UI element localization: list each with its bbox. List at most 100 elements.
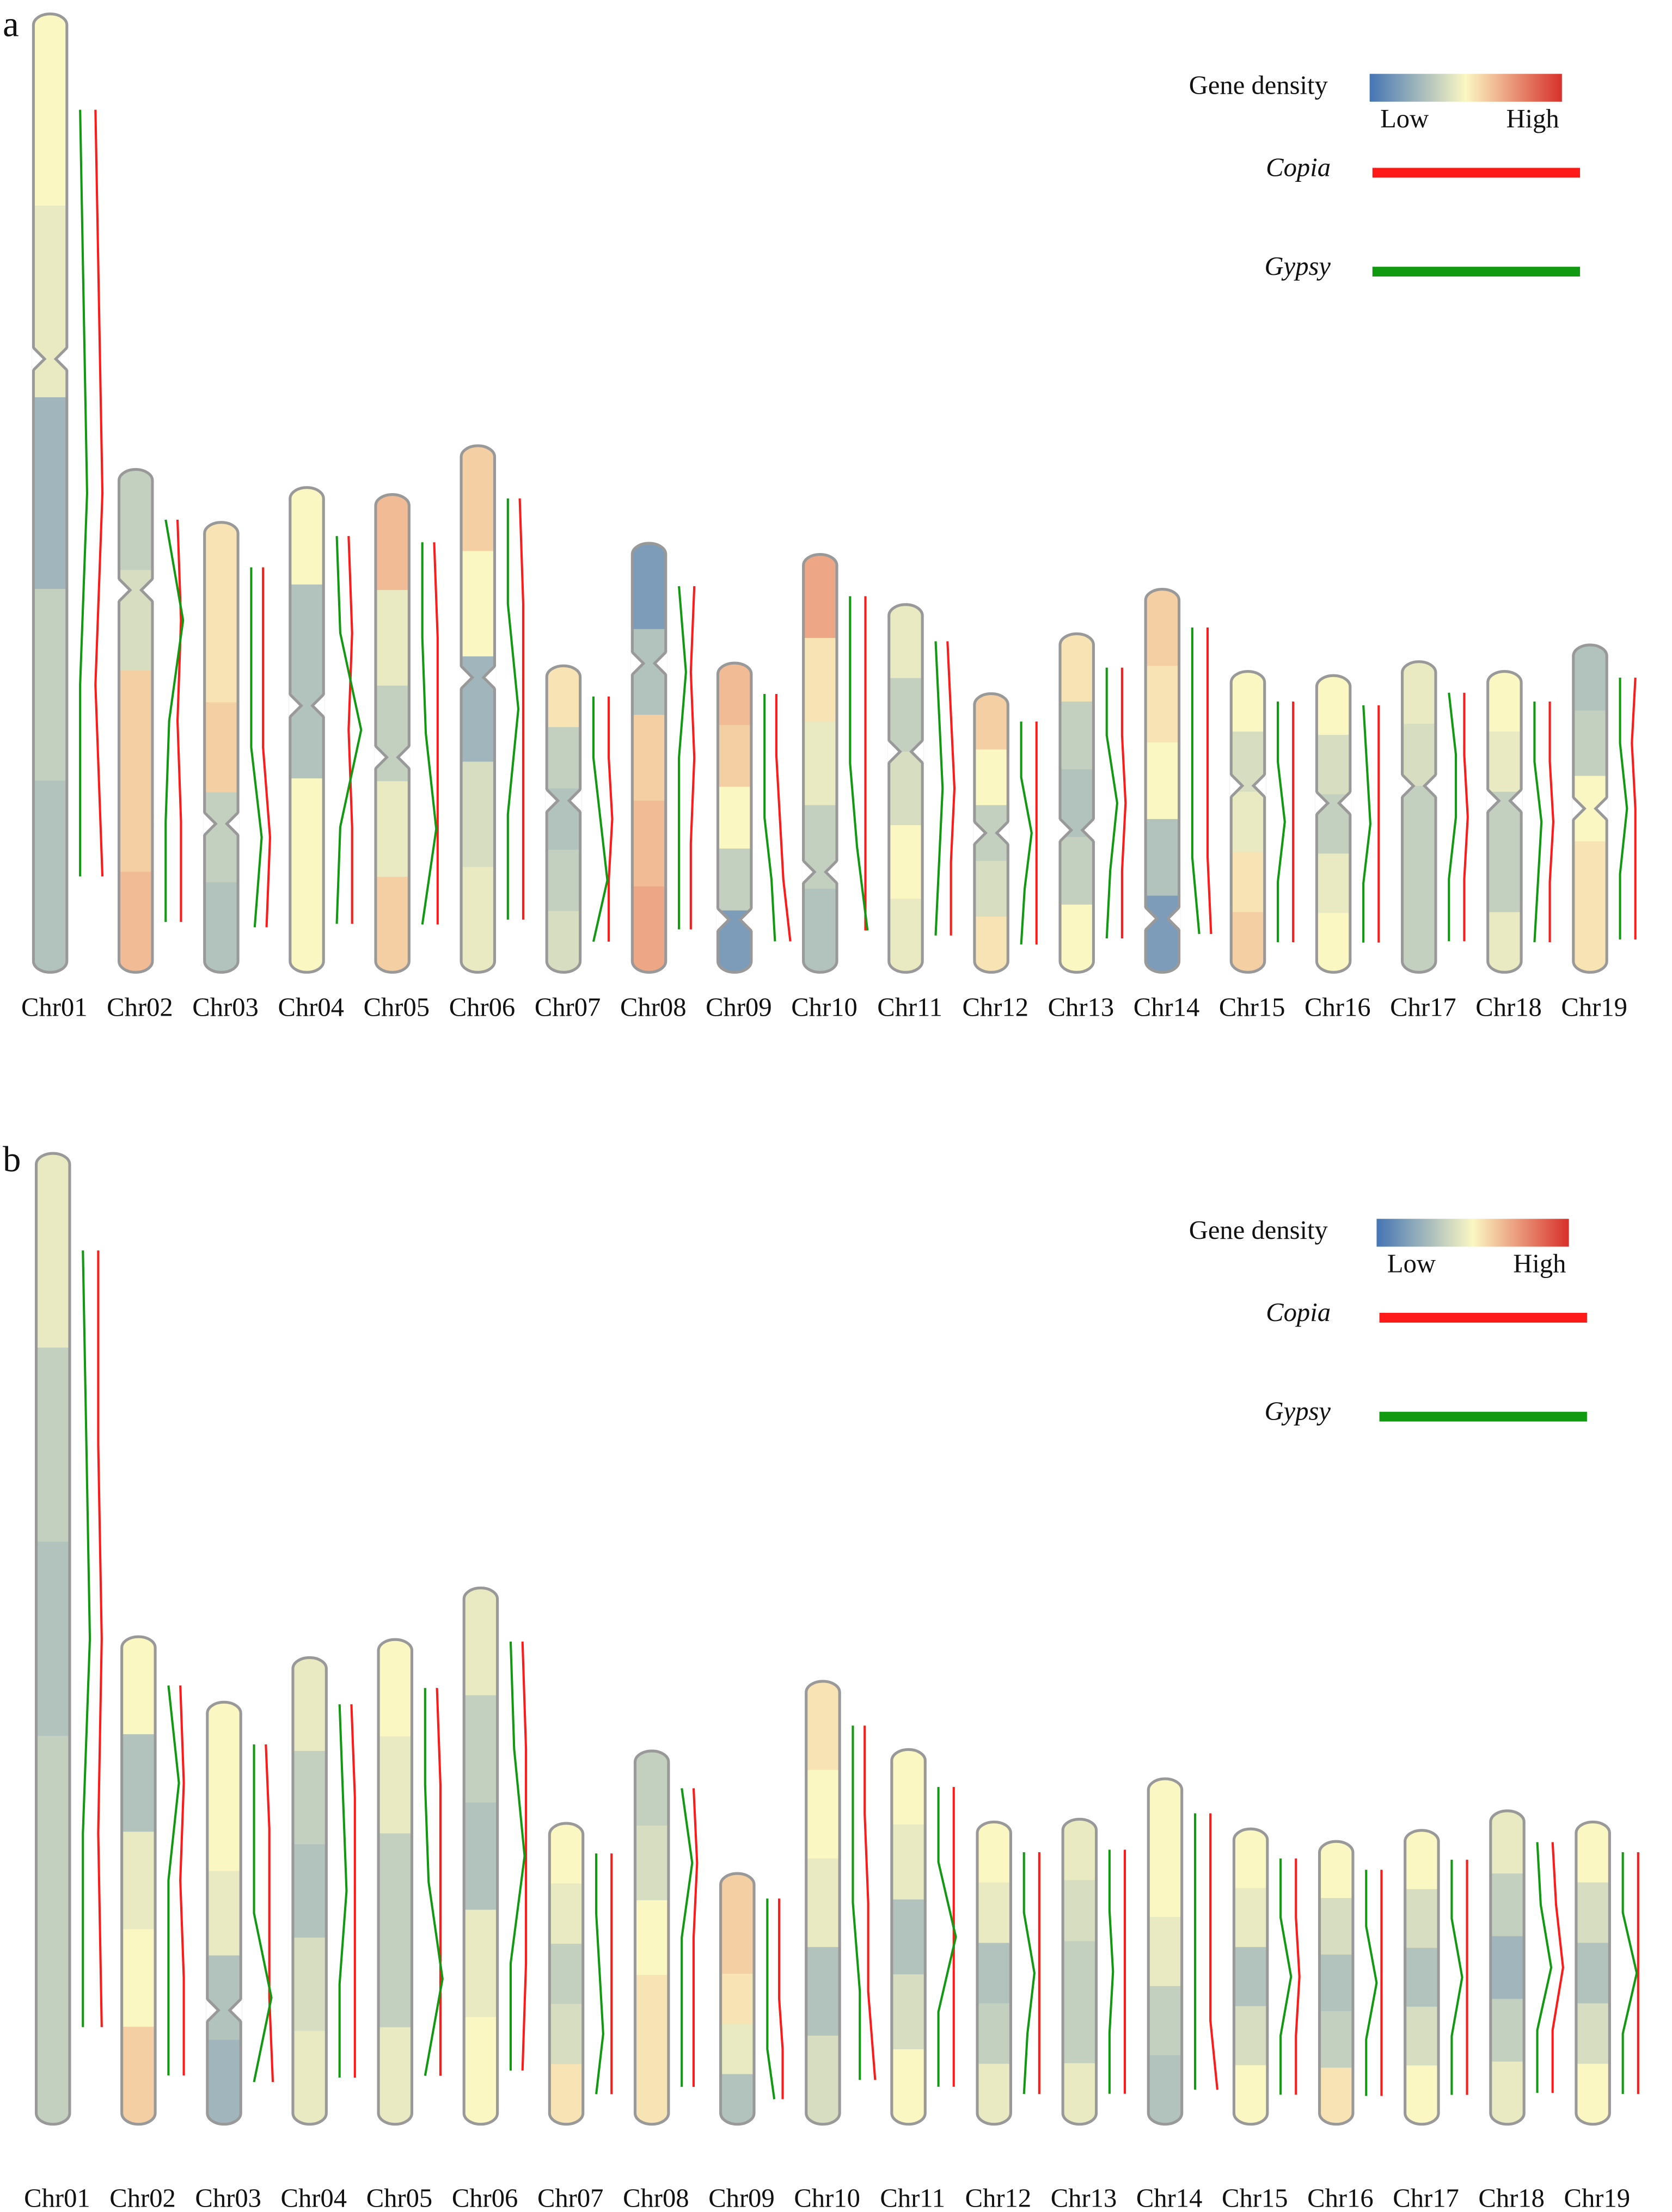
chromosome-label: Chr19	[1564, 2184, 1631, 2212]
te-density-line	[253, 1744, 273, 2082]
centromere-edge	[652, 651, 667, 676]
chromosome-outline	[1058, 632, 1095, 974]
density-bin	[207, 1955, 241, 2041]
centromere	[460, 666, 473, 689]
density-bin	[1402, 910, 1436, 973]
centromere-edge	[995, 821, 1009, 845]
density-bin	[1490, 2061, 1524, 2124]
te-density-line	[521, 1641, 528, 2071]
te-density-line	[265, 1744, 274, 2082]
chromosome	[720, 1873, 755, 2124]
density-bin	[290, 487, 324, 585]
chromosome-outline	[1404, 1829, 1440, 2126]
density-bin	[207, 2039, 241, 2124]
density-bin	[806, 2035, 840, 2124]
te-density-line	[424, 1688, 444, 2076]
density-bin	[718, 663, 751, 726]
chromosome-outline	[1147, 1777, 1184, 2126]
te-density-line	[509, 1641, 526, 2071]
centromere	[545, 789, 558, 812]
density-bin	[1234, 1947, 1267, 2007]
density-bin	[718, 787, 751, 849]
density-bin	[1576, 1822, 1610, 1883]
density-bin	[803, 638, 837, 722]
legend-low: Low	[1387, 1249, 1436, 1278]
density-bin	[1319, 1898, 1353, 1955]
chromosome-label: Chr08	[623, 2184, 689, 2212]
density-bin	[1063, 1941, 1097, 2003]
density-bin	[1487, 671, 1522, 732]
panel-label: b	[3, 1140, 21, 1179]
chromosome-label: Chr02	[107, 993, 173, 1022]
density-bin	[1490, 1936, 1524, 2000]
centromere-edge	[1144, 906, 1159, 931]
chromosome	[1063, 1819, 1097, 2124]
density-bin	[1487, 912, 1522, 973]
te-density-line	[1619, 678, 1628, 940]
te-density-line	[335, 536, 363, 924]
centromere	[117, 579, 131, 601]
density-bin	[33, 205, 67, 398]
density-bin	[119, 469, 152, 571]
density-bin	[889, 899, 923, 973]
te-density-line	[1533, 701, 1543, 943]
chromosome-outline	[120, 1635, 157, 2126]
centromere	[374, 746, 387, 769]
te-density-line	[1448, 692, 1457, 942]
chromosome-label: Chr18	[1475, 993, 1542, 1022]
te-density-line	[1020, 721, 1033, 945]
centromere	[226, 813, 240, 835]
density-bin	[1231, 912, 1265, 973]
chromosome	[889, 604, 923, 973]
density-bin	[33, 781, 67, 973]
te-density-line	[1209, 1813, 1218, 2090]
centromere	[1253, 775, 1266, 797]
density-bin	[1146, 589, 1179, 667]
chromosome-label: Chr06	[452, 2184, 518, 2212]
density-bin	[207, 1786, 241, 1872]
chromosome-label: Chr01	[21, 993, 88, 1022]
density-bin	[1060, 837, 1094, 905]
chromosome-outline	[203, 521, 240, 974]
density-bin	[290, 875, 324, 973]
chromosome-outline	[1061, 1817, 1098, 2126]
density-bin	[1231, 852, 1265, 913]
density-bin	[204, 792, 238, 883]
chromosome-label: Chr02	[109, 2184, 176, 2212]
te-density-line	[1621, 1852, 1638, 2094]
density-bin	[1573, 907, 1607, 973]
te-density-line	[763, 693, 776, 942]
density-bin	[378, 1639, 412, 1737]
centromere-edge	[289, 693, 303, 718]
density-bin	[464, 1695, 498, 1803]
density-bin	[1573, 644, 1607, 711]
density-bin	[1319, 2011, 1353, 2068]
chromosome-outline	[633, 1749, 670, 2126]
chromosome	[119, 469, 152, 973]
density-bin	[207, 1871, 241, 1956]
density-bin	[977, 1822, 1011, 1883]
chromosome-outline	[377, 1638, 414, 2126]
te-density-line	[250, 567, 263, 927]
centromere	[569, 789, 582, 812]
density-bin	[889, 678, 923, 752]
density-bin	[549, 1883, 583, 1944]
te-density-line	[946, 641, 956, 936]
centromere-edge	[802, 859, 817, 884]
chromosome-outline	[1400, 660, 1437, 974]
chromosome-outline	[1318, 1840, 1355, 2126]
density-bin	[36, 1347, 70, 1543]
legend-colorbar	[1369, 73, 1562, 102]
legend-title: Gene density	[1189, 70, 1328, 100]
density-bin	[204, 702, 238, 793]
centromere-edge	[1508, 788, 1522, 813]
centromere-edge	[887, 739, 902, 764]
density-bin	[464, 2017, 498, 2124]
density-bin	[119, 871, 152, 973]
chromosome-label: Chr14	[1134, 993, 1200, 1022]
density-bin	[806, 1769, 840, 1859]
centromere	[203, 813, 216, 835]
te-density-line	[937, 1787, 957, 2087]
te-density-line	[167, 1685, 180, 2076]
